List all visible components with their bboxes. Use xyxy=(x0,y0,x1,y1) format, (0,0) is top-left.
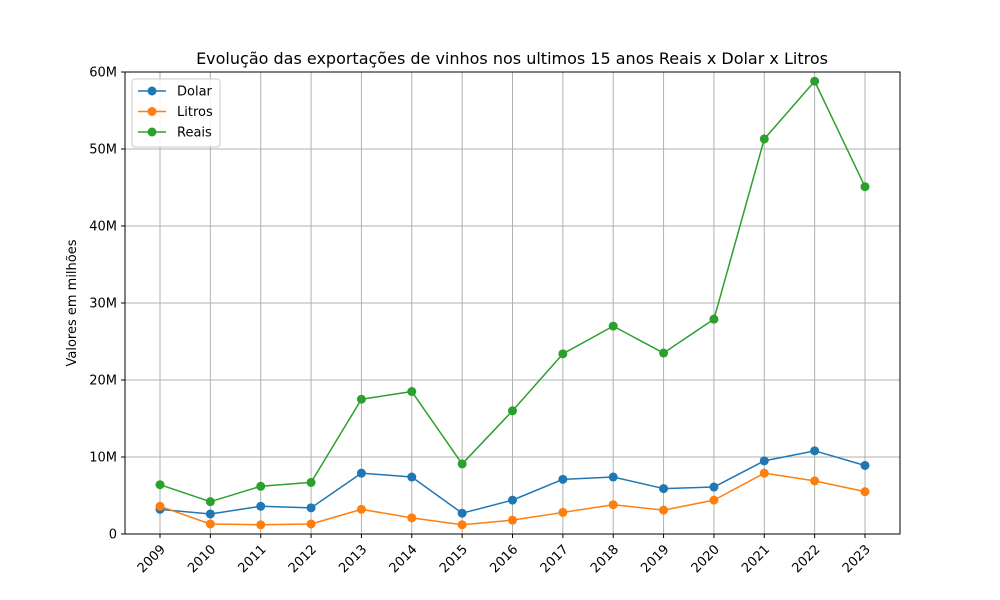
x-tick-label: 2010 xyxy=(185,542,219,576)
data-point-reais xyxy=(306,477,316,487)
data-point-dolar xyxy=(407,472,417,482)
data-point-dolar xyxy=(508,495,517,505)
data-point-dolar xyxy=(205,509,215,519)
data-point-reais xyxy=(205,497,215,507)
x-tick-label: 2021 xyxy=(739,542,773,576)
y-tick-label: 20M xyxy=(89,374,117,389)
data-point-reais xyxy=(608,321,618,331)
data-point-litros xyxy=(205,519,215,529)
data-point-litros xyxy=(709,495,719,505)
legend-marker-reais xyxy=(147,127,157,137)
data-point-dolar xyxy=(256,501,266,511)
x-tick-label: 2022 xyxy=(789,542,823,576)
legend-marker-litros xyxy=(147,107,157,116)
x-tick-label: 2016 xyxy=(487,542,521,576)
data-point-reais xyxy=(860,182,870,192)
data-point-reais xyxy=(558,349,568,359)
data-point-reais xyxy=(508,406,517,416)
data-point-reais xyxy=(709,314,719,324)
data-point-reais xyxy=(457,459,467,469)
x-tick-label: 2014 xyxy=(387,542,421,576)
x-tick-label: 2019 xyxy=(638,542,672,576)
data-point-reais xyxy=(256,481,266,491)
grid-lines xyxy=(125,71,900,535)
data-point-dolar xyxy=(356,468,366,478)
legend: Dolar Litros Reais xyxy=(131,78,221,148)
x-tick-label: 2012 xyxy=(286,542,320,576)
data-point-reais xyxy=(759,134,769,144)
y-axis-label: Valores em milhões xyxy=(65,239,80,366)
y-tick-label: 40M xyxy=(89,220,117,235)
x-tick-label: 2018 xyxy=(588,542,622,576)
data-point-litros xyxy=(810,476,820,486)
data-point-litros xyxy=(659,505,669,515)
data-point-litros xyxy=(155,501,165,511)
legend-label-dolar: Dolar xyxy=(177,85,213,100)
x-tick-label: 2015 xyxy=(437,542,471,576)
data-point-litros xyxy=(608,500,618,510)
data-point-dolar xyxy=(860,460,870,470)
data-point-reais xyxy=(659,348,669,358)
data-point-dolar xyxy=(759,456,769,466)
x-tick-label: 2011 xyxy=(236,542,270,576)
series-group xyxy=(155,76,870,530)
data-point-litros xyxy=(407,513,417,523)
data-point-dolar xyxy=(810,446,820,456)
x-tick-label: 2020 xyxy=(689,542,723,576)
data-point-litros xyxy=(256,520,266,530)
data-point-litros xyxy=(508,515,517,525)
x-tick-label: 2013 xyxy=(336,542,370,576)
y-tick-label: 50M xyxy=(89,143,117,158)
data-point-litros xyxy=(457,520,467,530)
y-tick-label: 0 xyxy=(109,528,117,543)
data-point-dolar xyxy=(709,482,719,492)
data-point-dolar xyxy=(608,472,618,482)
x-tick-label: 2009 xyxy=(135,542,169,576)
legend-label-reais: Reais xyxy=(177,126,212,141)
legend-marker-dolar xyxy=(147,86,157,96)
data-point-dolar xyxy=(659,484,669,494)
y-tick-label: 30M xyxy=(89,297,117,312)
data-point-litros xyxy=(558,507,568,517)
data-point-reais xyxy=(356,394,366,404)
data-point-litros xyxy=(759,468,769,478)
y-tick-label: 10M xyxy=(89,451,117,466)
data-point-reais xyxy=(407,387,417,397)
data-point-litros xyxy=(860,487,870,497)
data-point-litros xyxy=(356,504,366,514)
data-point-dolar xyxy=(457,508,467,518)
data-point-reais xyxy=(155,480,165,490)
x-tick-label: 2017 xyxy=(538,542,572,576)
data-point-dolar xyxy=(306,503,316,513)
data-point-dolar xyxy=(558,474,568,484)
y-tick-label: 60M xyxy=(89,66,117,81)
chart-title: Evolução das exportações de vinhos nos u… xyxy=(196,49,828,68)
data-point-reais xyxy=(810,76,820,86)
x-tick-label: 2023 xyxy=(840,542,874,576)
legend-label-litros: Litros xyxy=(177,105,213,120)
data-point-litros xyxy=(306,519,316,529)
